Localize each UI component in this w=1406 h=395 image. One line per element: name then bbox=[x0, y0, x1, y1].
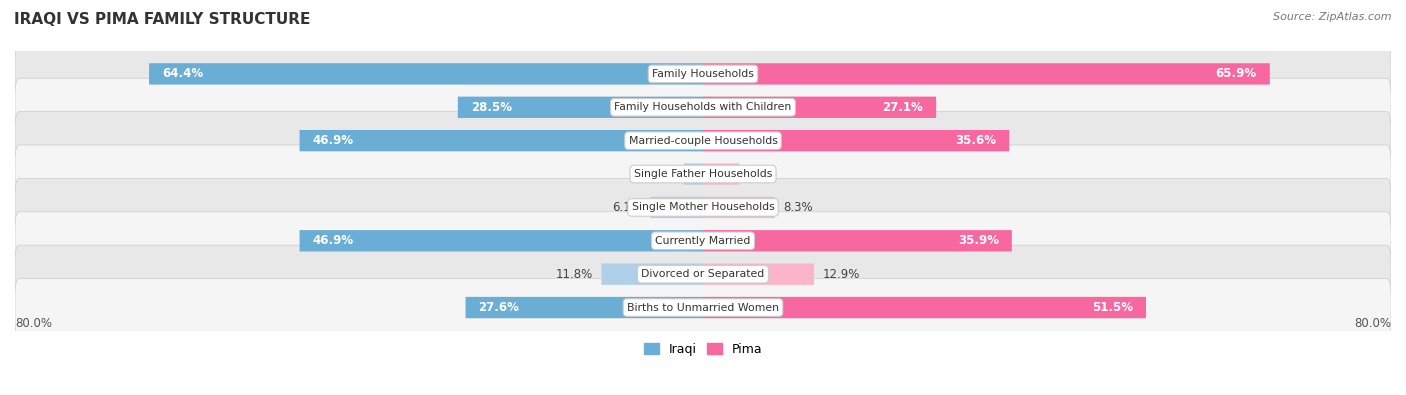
Text: 27.1%: 27.1% bbox=[883, 101, 924, 114]
FancyBboxPatch shape bbox=[602, 263, 703, 285]
Text: 80.0%: 80.0% bbox=[1354, 317, 1391, 330]
FancyBboxPatch shape bbox=[703, 97, 936, 118]
FancyBboxPatch shape bbox=[683, 164, 703, 185]
FancyBboxPatch shape bbox=[703, 63, 1270, 85]
Text: Divorced or Separated: Divorced or Separated bbox=[641, 269, 765, 279]
FancyBboxPatch shape bbox=[703, 197, 775, 218]
Legend: Iraqi, Pima: Iraqi, Pima bbox=[638, 338, 768, 361]
Text: Single Father Households: Single Father Households bbox=[634, 169, 772, 179]
Text: 12.9%: 12.9% bbox=[823, 268, 860, 281]
Text: 35.6%: 35.6% bbox=[955, 134, 997, 147]
Text: IRAQI VS PIMA FAMILY STRUCTURE: IRAQI VS PIMA FAMILY STRUCTURE bbox=[14, 12, 311, 27]
Text: 80.0%: 80.0% bbox=[15, 317, 52, 330]
FancyBboxPatch shape bbox=[15, 179, 1391, 237]
Text: 28.5%: 28.5% bbox=[471, 101, 512, 114]
FancyBboxPatch shape bbox=[149, 63, 703, 85]
FancyBboxPatch shape bbox=[15, 245, 1391, 303]
FancyBboxPatch shape bbox=[703, 230, 1012, 252]
Text: 65.9%: 65.9% bbox=[1216, 68, 1257, 81]
Text: 8.3%: 8.3% bbox=[783, 201, 813, 214]
FancyBboxPatch shape bbox=[651, 197, 703, 218]
FancyBboxPatch shape bbox=[15, 212, 1391, 270]
Text: 11.8%: 11.8% bbox=[555, 268, 593, 281]
Text: Married-couple Households: Married-couple Households bbox=[628, 135, 778, 146]
FancyBboxPatch shape bbox=[299, 130, 703, 151]
FancyBboxPatch shape bbox=[458, 97, 703, 118]
Text: Source: ZipAtlas.com: Source: ZipAtlas.com bbox=[1274, 12, 1392, 22]
FancyBboxPatch shape bbox=[299, 230, 703, 252]
FancyBboxPatch shape bbox=[15, 112, 1391, 170]
FancyBboxPatch shape bbox=[703, 297, 1146, 318]
Text: 6.1%: 6.1% bbox=[612, 201, 643, 214]
FancyBboxPatch shape bbox=[703, 164, 740, 185]
FancyBboxPatch shape bbox=[15, 78, 1391, 136]
Text: Family Households: Family Households bbox=[652, 69, 754, 79]
Text: 51.5%: 51.5% bbox=[1092, 301, 1133, 314]
Text: Single Mother Households: Single Mother Households bbox=[631, 202, 775, 213]
Text: 35.9%: 35.9% bbox=[957, 234, 998, 247]
FancyBboxPatch shape bbox=[465, 297, 703, 318]
Text: 4.2%: 4.2% bbox=[748, 167, 778, 181]
Text: Currently Married: Currently Married bbox=[655, 236, 751, 246]
Text: Family Households with Children: Family Households with Children bbox=[614, 102, 792, 112]
FancyBboxPatch shape bbox=[15, 278, 1391, 337]
Text: 46.9%: 46.9% bbox=[312, 134, 354, 147]
FancyBboxPatch shape bbox=[703, 263, 814, 285]
Text: 27.6%: 27.6% bbox=[478, 301, 519, 314]
Text: 46.9%: 46.9% bbox=[312, 234, 354, 247]
FancyBboxPatch shape bbox=[15, 145, 1391, 203]
FancyBboxPatch shape bbox=[15, 45, 1391, 103]
FancyBboxPatch shape bbox=[703, 130, 1010, 151]
Text: 64.4%: 64.4% bbox=[162, 68, 204, 81]
Text: Births to Unmarried Women: Births to Unmarried Women bbox=[627, 303, 779, 312]
Text: 2.2%: 2.2% bbox=[645, 167, 675, 181]
